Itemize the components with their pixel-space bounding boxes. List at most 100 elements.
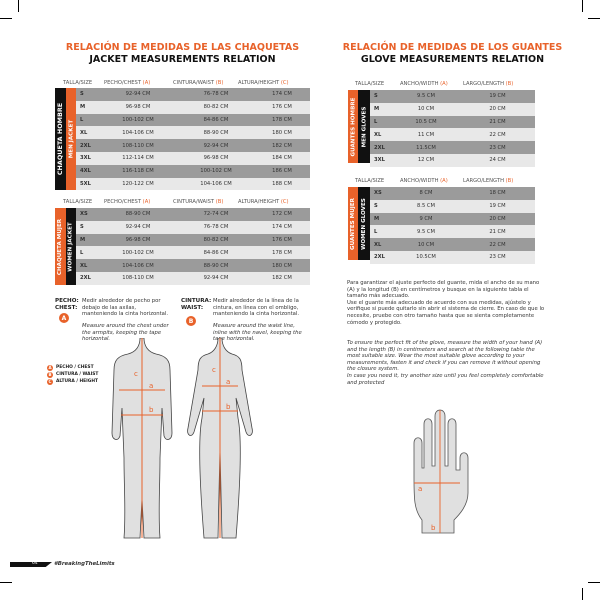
glove-text-en-2: In case you need it, try another size un… (347, 372, 544, 386)
glove-text-es-1: Para garantizar el ajuste perfecto del g… (347, 280, 540, 300)
waist-note-en: Measure around the waist line, inline wi… (213, 323, 302, 343)
size-cell: 4XL (80, 168, 91, 175)
column-header: CINTURA/WAIST (B) (173, 80, 224, 86)
size-cell: XS (80, 211, 88, 218)
value-cell: 10 CM (417, 241, 435, 248)
table-row: S 8.5 CM 19 CM (370, 199, 535, 213)
table-row: XS 8 CM 18 CM (370, 187, 535, 200)
value-cell: 186 CM (272, 168, 292, 175)
size-cell: 2XL (80, 275, 91, 282)
jacket-women-header: TALLA/SIZE PECHO/CHEST (A) CINTURA/WAIST … (63, 199, 313, 207)
value-cell: 24 CM (489, 157, 506, 164)
measurement-legend: A PECHO / CHEST B CINTURA / WAIST C ALTURA / … (47, 364, 98, 385)
table-row: XL 104-106 CM 88-90 CM 180 CM (76, 126, 310, 140)
size-cell: XL (374, 131, 382, 138)
value-cell: 12 CM (417, 157, 435, 164)
crop-mark (582, 588, 583, 600)
crop-mark (18, 0, 19, 12)
table-row: 2XL 108-110 CM 92-94 CM 182 CM (76, 139, 310, 152)
crop-mark (0, 18, 12, 19)
crop-mark (0, 582, 12, 583)
glove-text-es-2: Use el guante más adecuado de acuerdo co… (347, 299, 545, 326)
legend-item: B CINTURA / WAIST (47, 371, 98, 378)
table-row: L 100-102 CM 84-86 CM 178 CM (76, 113, 310, 127)
size-cell: L (374, 228, 378, 235)
value-cell: 11.5CM (416, 144, 436, 151)
chest-note-label: PECHO: CHEST: (55, 298, 79, 311)
size-cell: S (374, 93, 378, 100)
women-gloves-label-en: WOMEN GLOVES (358, 187, 370, 260)
value-cell: 180 CM (272, 262, 292, 269)
value-cell: 92-94 CM (125, 91, 151, 98)
jacket-men-header: TALLA/SIZE PECHO/CHEST (A) CINTURA/WAIST … (63, 80, 313, 88)
chest-badge: A (59, 313, 69, 323)
value-cell: 76-78 CM (203, 224, 229, 231)
table-row: XL 10 CM 22 CM (370, 238, 535, 251)
value-cell: 10 CM (417, 106, 435, 113)
value-cell: 176 CM (272, 104, 292, 111)
glove-title-en: GLOVE MEASUREMENTS RELATION (360, 54, 545, 65)
svg-text:c: c (212, 366, 216, 374)
glove-instructions-es: Para garantizar el ajuste perfecto del g… (347, 280, 547, 326)
men-jacket-label-en: MEN JACKET (66, 88, 76, 190)
value-cell: 172 CM (272, 211, 292, 218)
table-row: S 9.5 CM 19 CM (370, 90, 535, 103)
jacket-title-es: RELACIÓN DE MEDIDAS DE LAS CHAQUETAS (65, 42, 300, 53)
svg-text:a: a (418, 485, 422, 493)
table-row: L 100-102 CM 84-86 CM 178 CM (76, 246, 310, 260)
value-cell: 9.5 CM (417, 228, 435, 235)
table-row: XL 104-106 CM 88-90 CM 180 CM (76, 259, 310, 272)
legend-badge: C (47, 378, 53, 385)
column-header: ANCHO/WIDTH (A) (400, 81, 448, 87)
size-cell: 3XL (374, 157, 385, 164)
value-cell: 23 CM (489, 254, 506, 261)
table-row: 3XL 112-114 CM 96-98 CM 184 CM (76, 151, 310, 165)
size-cell: S (80, 224, 84, 231)
column-header: ALTURA/HEIGHT (C) (238, 80, 289, 86)
column-header: TALLA/SIZE (63, 199, 93, 205)
glove-instructions-en: To ensure the perfect fit of the glove, … (347, 340, 547, 386)
value-cell: 88-90 CM (203, 262, 229, 269)
size-cell: XS (374, 190, 382, 197)
hand-icon: a b (413, 409, 469, 534)
svg-text:a: a (149, 382, 153, 390)
value-cell: 184 CM (272, 155, 292, 162)
table-row: M 96-98 CM 80-82 CM 176 CM (76, 233, 310, 247)
size-cell: XL (80, 129, 88, 136)
column-header: TALLA/SIZE (355, 178, 385, 184)
value-cell: 174 CM (272, 224, 292, 231)
legend-label: ALTURA / HEIGHT (56, 379, 99, 384)
table-row: 3XL 12 CM 24 CM (370, 153, 535, 167)
svg-text:b: b (149, 406, 154, 414)
size-cell: 3XL (80, 155, 91, 162)
size-cell: L (80, 116, 84, 123)
waist-note-es: Medir alrededor de la línea de la cintur… (213, 298, 300, 318)
waist-note-label: CINTURA: WAIST: (181, 298, 212, 311)
value-cell: 19 CM (489, 93, 506, 100)
table-row: S 92-94 CM 76-78 CM 174 CM (76, 220, 310, 234)
value-cell: 22 CM (489, 241, 506, 248)
table-row: 2XL 108-110 CM 92-94 CM 182 CM (76, 271, 310, 285)
column-header: ANCHO/WIDTH (A) (400, 178, 448, 184)
men-gloves-label-en: MEN GLOVES (358, 90, 370, 163)
legend-badge: B (47, 371, 53, 378)
table-row: M 96-98 CM 80-82 CM 176 CM (76, 100, 310, 114)
size-cell: M (80, 236, 86, 243)
value-cell: 180 CM (272, 129, 292, 136)
size-cell: S (374, 203, 378, 210)
value-cell: 80-82 CM (203, 104, 229, 111)
crop-mark (588, 582, 600, 583)
value-cell: 112-114 CM (122, 155, 154, 162)
women-gloves-label-es: GUANTES MUJER (348, 187, 358, 260)
value-cell: 108-110 CM (122, 142, 154, 149)
glove-men-header: TALLA/SIZE ANCHO/WIDTH (A) LARGO/LENGTH (… (355, 81, 545, 89)
value-cell: 18 CM (489, 190, 506, 197)
value-cell: 20 CM (489, 106, 506, 113)
size-cell: M (374, 215, 380, 222)
table-row: L 10.5 CM 21 CM (370, 115, 535, 129)
value-cell: 8 CM (419, 190, 433, 197)
value-cell: 92-94 CM (203, 275, 229, 282)
value-cell: 178 CM (272, 249, 292, 256)
size-cell: M (374, 106, 380, 113)
value-cell: 100-102 CM (122, 249, 154, 256)
